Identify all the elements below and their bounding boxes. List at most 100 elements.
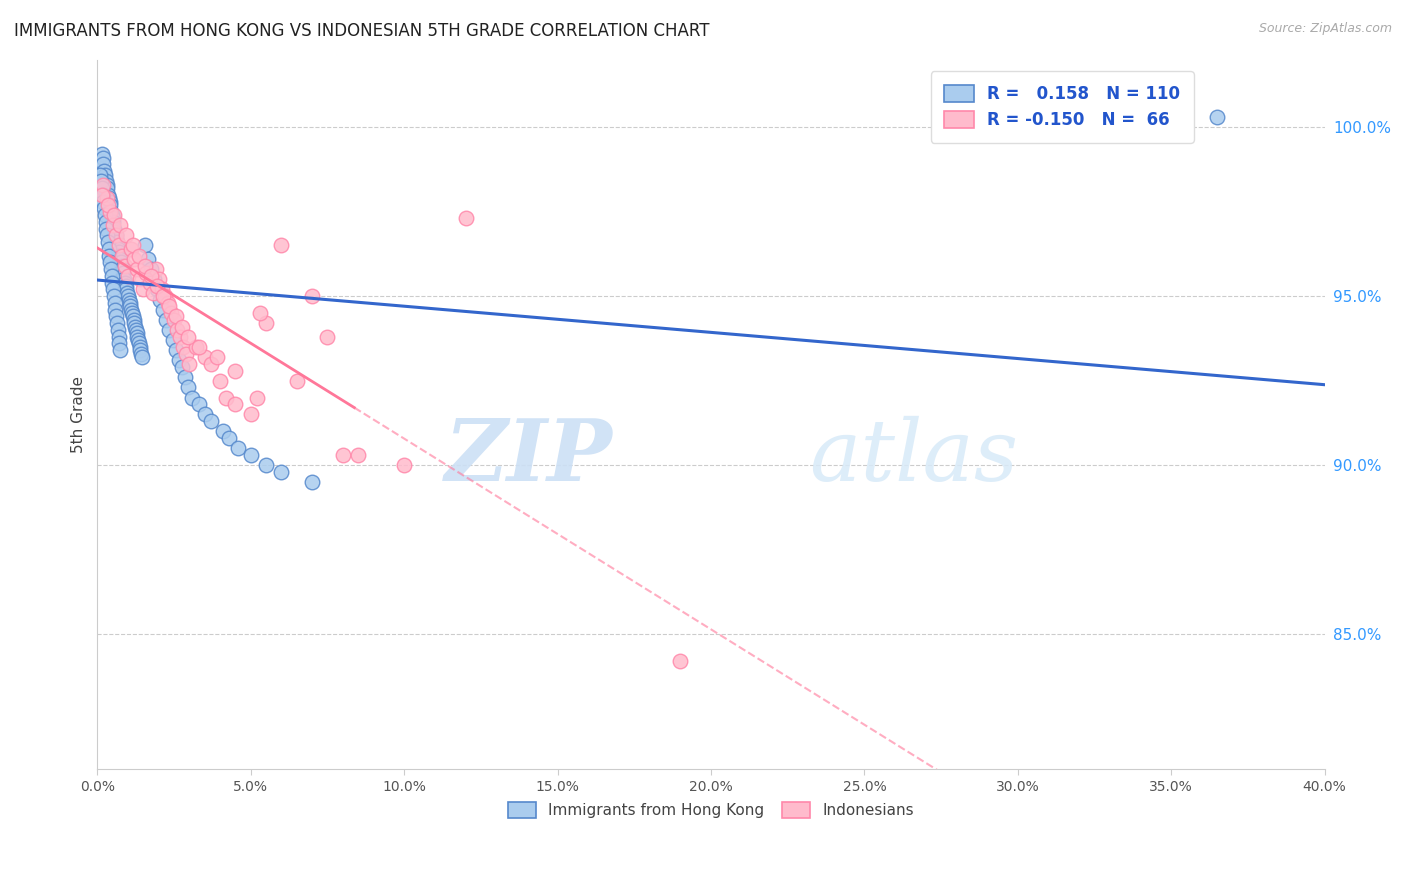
Point bbox=[89, 170, 111, 185]
Point bbox=[156, 296, 179, 310]
Point bbox=[104, 296, 127, 310]
Point bbox=[134, 259, 156, 273]
Point bbox=[347, 448, 370, 462]
Text: IMMIGRANTS FROM HONG KONG VS INDONESIAN 5TH GRADE CORRELATION CHART: IMMIGRANTS FROM HONG KONG VS INDONESIAN … bbox=[14, 22, 710, 40]
Point bbox=[108, 343, 131, 358]
Point bbox=[108, 245, 131, 260]
Point bbox=[163, 313, 186, 327]
Point bbox=[91, 187, 114, 202]
Point bbox=[93, 157, 115, 171]
Point bbox=[121, 306, 143, 320]
Point bbox=[246, 391, 269, 405]
Point bbox=[285, 374, 308, 388]
Point bbox=[103, 215, 125, 229]
Point bbox=[100, 262, 122, 277]
Point bbox=[115, 228, 138, 243]
Point bbox=[146, 282, 169, 296]
Point bbox=[122, 313, 145, 327]
Point bbox=[454, 211, 477, 226]
Point bbox=[139, 268, 162, 283]
Point bbox=[94, 174, 117, 188]
Point bbox=[120, 242, 142, 256]
Point bbox=[111, 249, 134, 263]
Point bbox=[103, 221, 125, 235]
Point bbox=[110, 218, 132, 232]
Point bbox=[104, 302, 127, 317]
Point bbox=[121, 238, 143, 252]
Point bbox=[105, 232, 128, 246]
Point bbox=[105, 316, 128, 330]
Point bbox=[125, 326, 148, 341]
Point bbox=[115, 282, 138, 296]
Point bbox=[239, 448, 262, 462]
Point bbox=[160, 306, 183, 320]
Point bbox=[98, 249, 121, 263]
Point bbox=[128, 336, 150, 351]
Point bbox=[212, 425, 235, 439]
Point bbox=[101, 208, 124, 222]
Point bbox=[118, 296, 141, 310]
Point bbox=[97, 242, 120, 256]
Point bbox=[159, 323, 181, 337]
Point bbox=[150, 282, 173, 296]
Point bbox=[200, 414, 222, 428]
Point bbox=[98, 194, 121, 209]
Point bbox=[108, 336, 131, 351]
Point bbox=[124, 319, 146, 334]
Point bbox=[111, 259, 134, 273]
Point bbox=[117, 268, 139, 283]
Point bbox=[107, 242, 129, 256]
Point bbox=[167, 353, 190, 368]
Point bbox=[100, 204, 122, 219]
Point bbox=[179, 357, 201, 371]
Point bbox=[166, 323, 188, 337]
Point bbox=[90, 153, 112, 168]
Point bbox=[162, 333, 184, 347]
Point bbox=[239, 408, 262, 422]
Point bbox=[127, 329, 149, 343]
Point bbox=[187, 340, 209, 354]
Point bbox=[122, 252, 145, 266]
Point bbox=[122, 316, 145, 330]
Point bbox=[117, 285, 139, 300]
Point bbox=[89, 161, 111, 175]
Point bbox=[104, 228, 127, 243]
Point bbox=[101, 282, 124, 296]
Point bbox=[209, 374, 232, 388]
Point bbox=[270, 238, 292, 252]
Point bbox=[120, 299, 142, 313]
Point bbox=[114, 276, 136, 290]
Y-axis label: 5th Grade: 5th Grade bbox=[72, 376, 86, 453]
Point bbox=[93, 164, 115, 178]
Point bbox=[89, 168, 111, 182]
Point bbox=[254, 458, 277, 472]
Point bbox=[112, 272, 135, 286]
Point bbox=[114, 279, 136, 293]
Point bbox=[1206, 110, 1229, 124]
Point bbox=[107, 329, 129, 343]
Point bbox=[93, 208, 115, 222]
Point bbox=[139, 262, 162, 277]
Point bbox=[173, 370, 195, 384]
Point bbox=[249, 306, 271, 320]
Point bbox=[105, 235, 128, 249]
Text: atlas: atlas bbox=[810, 416, 1018, 499]
Point bbox=[205, 350, 228, 364]
Point bbox=[98, 191, 121, 205]
Point bbox=[177, 329, 200, 343]
Point bbox=[103, 208, 125, 222]
Point bbox=[152, 302, 174, 317]
Point bbox=[100, 268, 122, 283]
Point bbox=[143, 272, 166, 286]
Point bbox=[194, 408, 217, 422]
Point bbox=[98, 198, 121, 212]
Point bbox=[129, 343, 152, 358]
Point bbox=[128, 249, 150, 263]
Point bbox=[200, 357, 222, 371]
Point bbox=[128, 340, 150, 354]
Point bbox=[105, 310, 128, 324]
Point bbox=[134, 238, 156, 252]
Point bbox=[146, 279, 169, 293]
Point bbox=[97, 198, 120, 212]
Point bbox=[142, 285, 165, 300]
